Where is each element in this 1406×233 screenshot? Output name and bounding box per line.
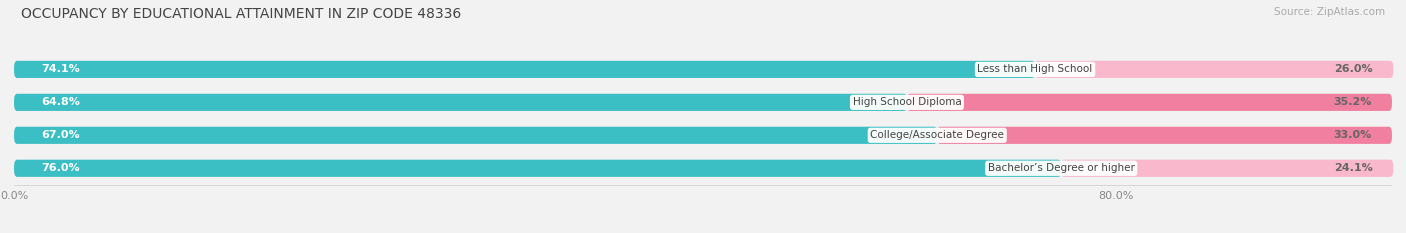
FancyBboxPatch shape	[14, 61, 1035, 78]
Text: 76.0%: 76.0%	[42, 163, 80, 173]
Text: Less than High School: Less than High School	[977, 64, 1092, 74]
Text: High School Diploma: High School Diploma	[852, 97, 962, 107]
FancyBboxPatch shape	[14, 160, 1392, 177]
FancyBboxPatch shape	[938, 127, 1392, 144]
FancyBboxPatch shape	[14, 94, 907, 111]
Text: Source: ZipAtlas.com: Source: ZipAtlas.com	[1274, 7, 1385, 17]
FancyBboxPatch shape	[14, 160, 1062, 177]
Text: 24.1%: 24.1%	[1334, 163, 1372, 173]
FancyBboxPatch shape	[14, 127, 938, 144]
Text: College/Associate Degree: College/Associate Degree	[870, 130, 1004, 140]
Text: 67.0%: 67.0%	[42, 130, 80, 140]
Text: 33.0%: 33.0%	[1333, 130, 1371, 140]
Text: 74.1%: 74.1%	[42, 64, 80, 74]
FancyBboxPatch shape	[907, 94, 1392, 111]
FancyBboxPatch shape	[14, 61, 1392, 78]
FancyBboxPatch shape	[1062, 160, 1393, 177]
Text: 64.8%: 64.8%	[42, 97, 80, 107]
Text: 35.2%: 35.2%	[1333, 97, 1371, 107]
FancyBboxPatch shape	[1035, 61, 1393, 78]
FancyBboxPatch shape	[14, 127, 1392, 144]
FancyBboxPatch shape	[14, 94, 1392, 111]
Text: 26.0%: 26.0%	[1334, 64, 1372, 74]
Text: Bachelor’s Degree or higher: Bachelor’s Degree or higher	[988, 163, 1135, 173]
Text: OCCUPANCY BY EDUCATIONAL ATTAINMENT IN ZIP CODE 48336: OCCUPANCY BY EDUCATIONAL ATTAINMENT IN Z…	[21, 7, 461, 21]
